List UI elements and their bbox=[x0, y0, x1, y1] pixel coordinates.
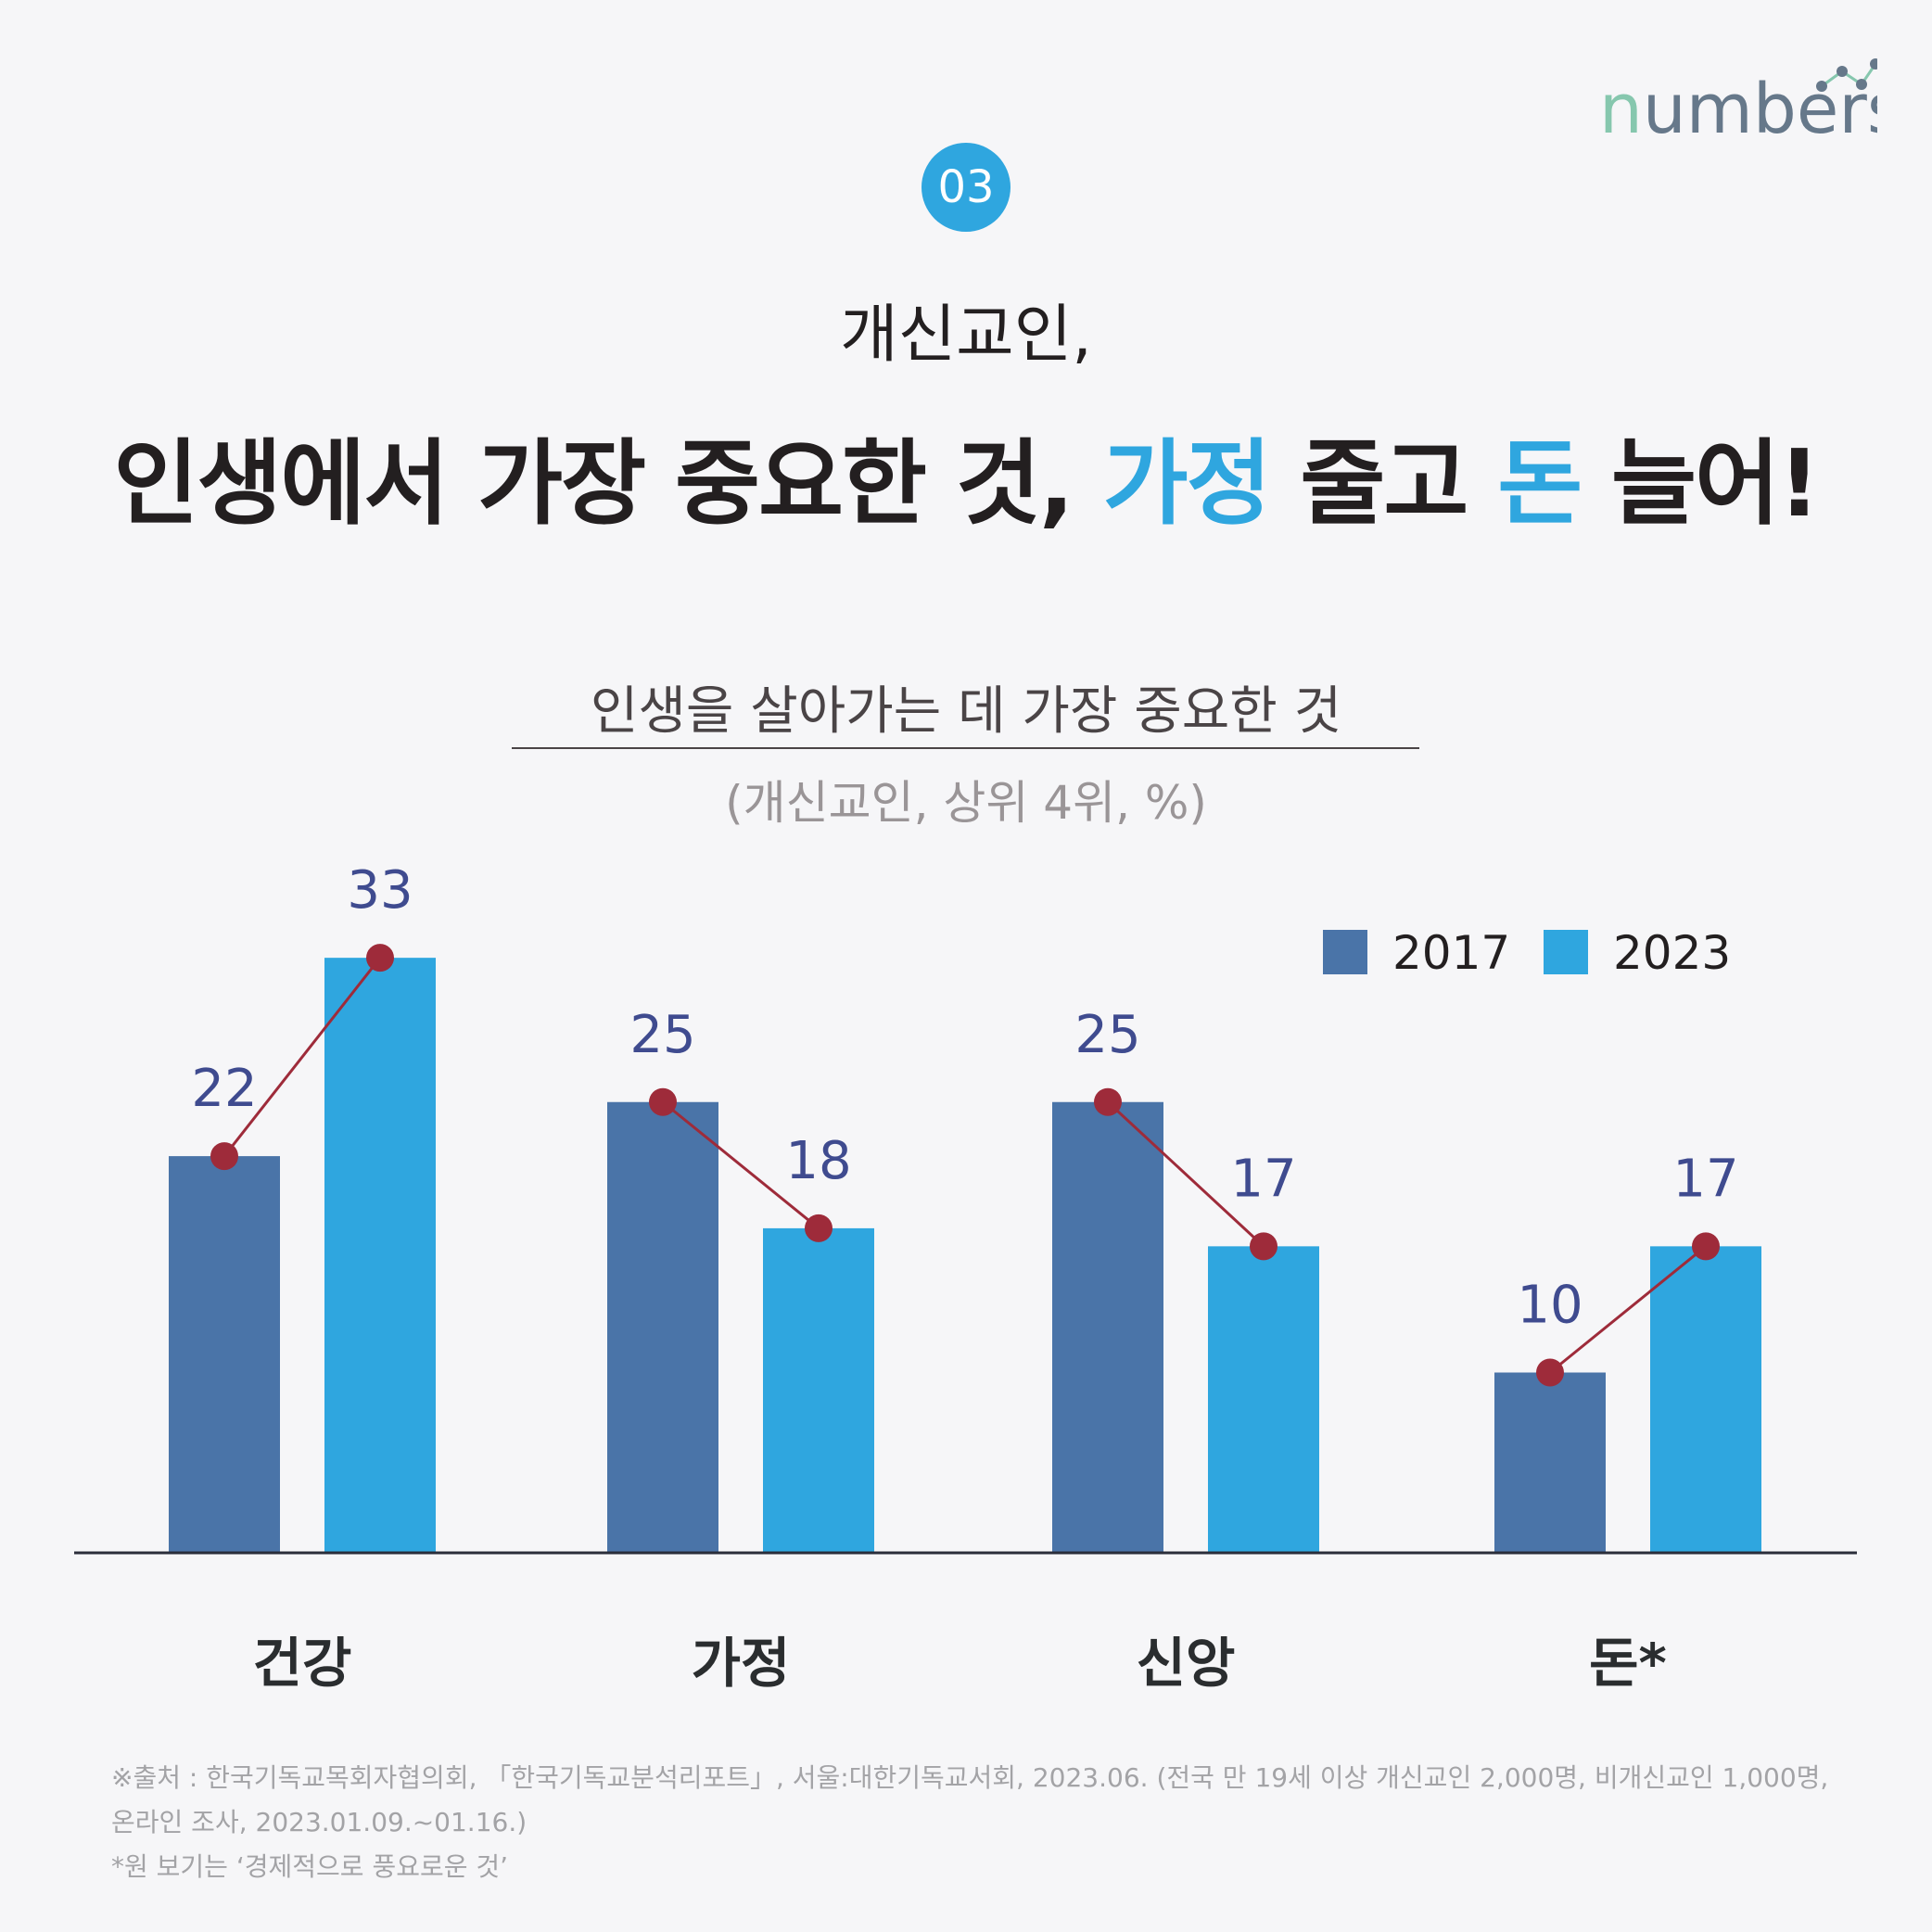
data-label: 17 bbox=[1230, 1149, 1296, 1209]
data-label: 10 bbox=[1517, 1276, 1582, 1336]
logo-text: numbers bbox=[1599, 70, 1877, 144]
category-label: 가정 bbox=[692, 1632, 791, 1695]
chart-title-underline bbox=[512, 747, 1419, 749]
legend-swatch-2017 bbox=[1323, 930, 1367, 974]
change-dot bbox=[649, 1087, 677, 1116]
change-dot bbox=[1536, 1358, 1564, 1387]
title-part: 줄고 bbox=[1269, 429, 1498, 538]
footnote-source-cont: 온라인 조사, 2023.01.09.~01.16.) bbox=[111, 1807, 527, 1837]
title-part: 늘어! bbox=[1581, 429, 1821, 538]
change-dot bbox=[1250, 1232, 1277, 1261]
legend-label: 2023 bbox=[1613, 926, 1731, 980]
legend-swatch-2023 bbox=[1544, 930, 1588, 974]
bar-2017 bbox=[169, 1156, 280, 1553]
data-label: 22 bbox=[191, 1059, 257, 1119]
bar-2017 bbox=[1494, 1372, 1606, 1553]
change-dot bbox=[805, 1214, 833, 1242]
data-label: 25 bbox=[1074, 1005, 1140, 1065]
section-badge: 03 bbox=[922, 143, 1010, 232]
title-line2: 인생에서 가장 중요한 것, 가정 줄고 돈 늘어! bbox=[0, 408, 1932, 542]
title-line1: 개신교인, bbox=[840, 299, 1092, 372]
change-line bbox=[662, 1100, 820, 1230]
numbers-logo: numbers bbox=[1599, 58, 1877, 144]
bar-2017 bbox=[607, 1101, 718, 1553]
bar-2023 bbox=[324, 958, 436, 1553]
title-highlight-money: 돈 bbox=[1497, 429, 1582, 538]
change-line bbox=[222, 957, 382, 1158]
title-highlight-family: 가정 bbox=[1102, 429, 1272, 538]
change-line bbox=[1106, 1100, 1265, 1248]
change-dot bbox=[210, 1142, 238, 1171]
category-label: 돈* bbox=[1589, 1632, 1667, 1695]
category-label: 건강 bbox=[253, 1632, 352, 1695]
data-label: 25 bbox=[629, 1005, 695, 1065]
footnote-money: *원 보기는 ‘경제적으로 풍요로운 것’ bbox=[111, 1851, 509, 1882]
chart-subtitle: (개신교인, 상위 4위, %) bbox=[725, 776, 1207, 830]
title-part: 인생에서 가장 중요한 것, bbox=[113, 429, 1103, 538]
bar-2023 bbox=[763, 1227, 874, 1553]
bar-2017 bbox=[1052, 1101, 1163, 1553]
data-label: 33 bbox=[347, 860, 413, 921]
bar-2023 bbox=[1650, 1246, 1761, 1553]
change-dot bbox=[366, 944, 394, 972]
bar-2023 bbox=[1208, 1246, 1319, 1553]
chart-title: 인생을 살아가는 데 가장 중요한 것 bbox=[590, 681, 1342, 742]
change-dot bbox=[1692, 1232, 1720, 1261]
data-label: 18 bbox=[785, 1131, 851, 1191]
change-line bbox=[1549, 1245, 1707, 1374]
legend-label: 2017 bbox=[1392, 926, 1510, 980]
change-dot bbox=[1094, 1087, 1122, 1116]
category-label: 신앙 bbox=[1137, 1632, 1236, 1695]
footnote-source: ※출처 : 한국기독교목회자협의회, 「한국기독교분석리포트」, 서울:대한기독… bbox=[111, 1762, 1829, 1793]
data-label: 17 bbox=[1672, 1149, 1738, 1209]
